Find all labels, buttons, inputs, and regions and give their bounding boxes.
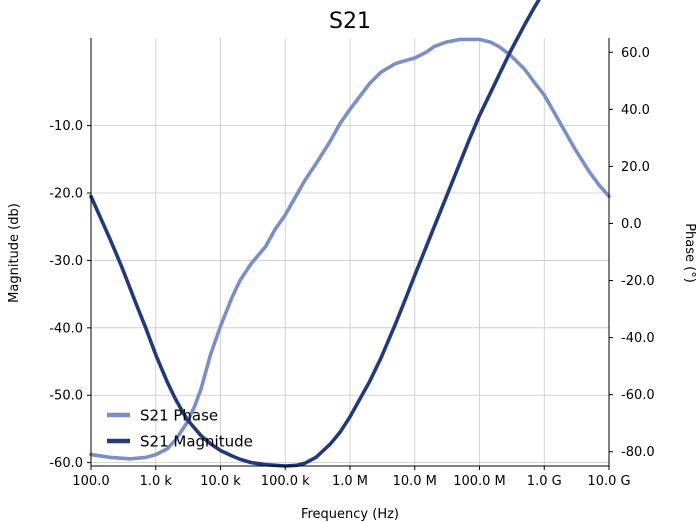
y-right-tick-label: 60.0	[621, 46, 650, 61]
x-axis-ticks: 100.0 1.0 k 10.0 k 100.0 k 1.0 M 10.0 M 100.0 …	[72, 466, 631, 489]
x-tick-label: 1.0 G	[527, 474, 562, 489]
series-line-magnitude	[89, 0, 541, 468]
x-tick-label: 10.0 k	[200, 474, 241, 489]
legend: S21 Phase S21 Magnitude	[107, 407, 253, 451]
chart-title: S21	[329, 9, 371, 34]
y-left-tick-label: -50.0	[49, 389, 83, 404]
x-tick-label: 10.0 G	[587, 474, 630, 489]
x-tick-label: 1.0 M	[332, 474, 368, 489]
y-left-tick-label: -10.0	[49, 119, 83, 134]
y-right-tick-label: -40.0	[621, 331, 655, 346]
y-axis-right-title: Phase (°)	[682, 223, 697, 283]
y-left-tick-label: -30.0	[49, 254, 83, 269]
y-axis-left-ticks: -10.0 -20.0 -30.0 -40.0 -50.0 -60.0	[49, 119, 91, 471]
y-right-tick-label: -80.0	[621, 445, 655, 460]
legend-label: S21 Phase	[140, 407, 218, 425]
y-left-tick-label: -40.0	[49, 321, 83, 336]
y-right-tick-label: -60.0	[621, 388, 655, 403]
x-tick-label: 100.0 k	[261, 474, 310, 489]
y-right-tick-label: 0.0	[621, 217, 642, 232]
y-axis-left-title: Magnitude (db)	[7, 203, 22, 303]
x-tick-label: 1.0 k	[140, 474, 173, 489]
y-right-tick-label: 40.0	[621, 103, 650, 118]
legend-label: S21 Magnitude	[140, 433, 253, 451]
y-right-tick-label: 20.0	[621, 160, 650, 175]
y-right-tick-label: -20.0	[621, 274, 655, 289]
y-left-tick-label: -60.0	[49, 456, 83, 471]
x-tick-label: 100.0 M	[453, 474, 506, 489]
y-axis-right-ticks: 60.0 40.0 20.0 0.0 -20.0 -40.0 -60.0 -80.0	[609, 46, 655, 460]
x-tick-label: 100.0	[72, 474, 109, 489]
x-tick-label: 10.0 M	[393, 474, 437, 489]
x-axis-title: Frequency (Hz)	[301, 507, 399, 522]
grid	[90, 38, 610, 466]
y-left-tick-label: -20.0	[49, 187, 83, 202]
series-layer	[89, 0, 611, 468]
series-line-phase	[89, 37, 611, 461]
